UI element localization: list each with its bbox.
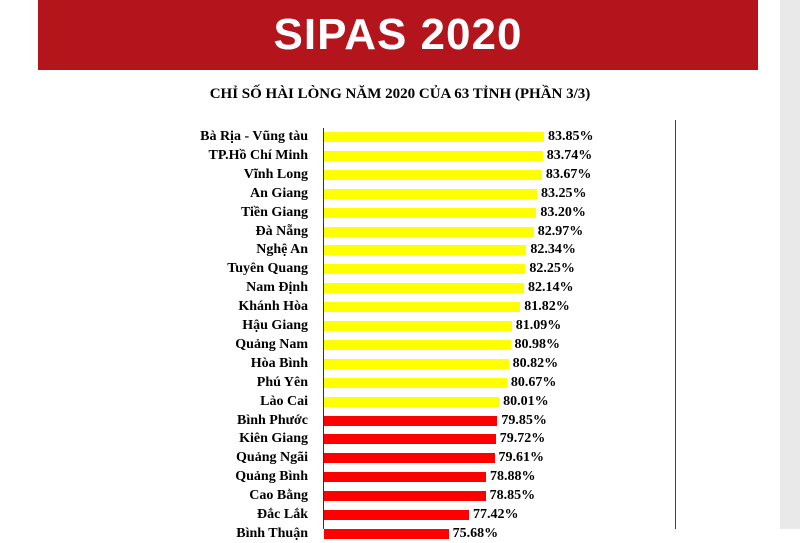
category-label: Nghệ An [256, 242, 308, 258]
bar [324, 321, 512, 331]
bar [324, 283, 525, 294]
category-label: Kiên Giang [239, 431, 308, 447]
category-label: Vĩnh Long [243, 166, 308, 182]
category-label: Bình Thuận [236, 525, 308, 541]
bar-row: Đà Nẵng 82.97% [0, 222, 800, 241]
bar-row: Đắc Lắk 77.42% [0, 505, 800, 524]
value-label: 80.67% [510, 374, 557, 390]
bar-row: Hòa Bình 80.82% [0, 354, 800, 373]
category-label: Đà Nẵng [255, 223, 308, 239]
value-label: 78.85% [489, 488, 536, 504]
category-label: Phú Yên [256, 374, 308, 390]
bar-row: Quảng Bình 78.88% [0, 467, 800, 486]
value-label: 83.85% [548, 129, 594, 144]
bar [324, 132, 544, 142]
value-label: 83.67% [545, 166, 592, 182]
bar [324, 150, 543, 161]
value-label: 79.61% [498, 450, 545, 466]
bar [324, 339, 511, 350]
category-label: Đắc Lắk [257, 507, 308, 522]
bar [324, 358, 509, 369]
bar [324, 491, 486, 502]
bar [324, 302, 521, 313]
bar [324, 188, 537, 199]
bar [324, 528, 449, 539]
category-label: Lào Cai [260, 393, 308, 409]
value-label: 82.34% [530, 242, 576, 258]
bar [324, 453, 495, 464]
value-label: 83.74% [546, 147, 593, 163]
value-label: 82.14% [528, 280, 574, 296]
category-label: Tiền Giang [240, 204, 308, 220]
bar-row: Tuyên Quang 82.25% [0, 259, 800, 278]
bar [324, 245, 527, 256]
page-edge [780, 0, 800, 529]
y-axis-line [323, 128, 324, 529]
category-label: Hòa Bình [250, 355, 308, 371]
category-label: An Giang [250, 185, 308, 201]
bar-row: Cao Bằng 78.85% [0, 486, 800, 505]
chart-title: CHỈ SỐ HÀI LÒNG NĂM 2020 CỦA 63 TỈNH (PH… [209, 86, 591, 102]
value-label: 82.97% [537, 223, 584, 239]
value-label: 79.85% [501, 412, 547, 428]
value-label: 83.25% [540, 185, 587, 201]
bar [324, 472, 486, 483]
bar [324, 415, 498, 426]
value-label: 78.88% [489, 469, 536, 485]
bar [324, 169, 542, 180]
bar-row: TP.Hồ Chí Minh 83.74% [0, 146, 800, 165]
bar-row: Tiền Giang 83.20% [0, 203, 800, 222]
bar-row: Nghệ An 82.34% [0, 240, 800, 259]
category-label: Quảng Ngãi [236, 450, 308, 466]
category-label: Quảng Nam [235, 336, 308, 352]
category-label: Quảng Bình [235, 469, 308, 485]
bar-row: Bà Rịa - Vũng tàu 83.85% [0, 127, 800, 146]
bar-row: Kiên Giang 79.72% [0, 429, 800, 448]
bar-row: Phú Yên 80.67% [0, 373, 800, 392]
bar [324, 434, 496, 445]
bar-row: Hậu Giang 81.09% [0, 316, 800, 335]
bar-row: Vĩnh Long 83.67% [0, 165, 800, 184]
value-label: 80.98% [514, 336, 561, 352]
category-label: Hậu Giang [242, 318, 308, 333]
value-label: 77.42% [472, 507, 519, 522]
category-label: Tuyên Quang [227, 261, 308, 277]
bar [324, 396, 500, 407]
category-label: TP.Hồ Chí Minh [208, 147, 308, 163]
value-label: 81.82% [524, 299, 570, 315]
bar-row: Lào Cai 80.01% [0, 392, 800, 411]
bar [324, 226, 534, 237]
bar-row: Quảng Ngãi 79.61% [0, 448, 800, 467]
bar [324, 377, 507, 388]
bar-row: Quảng Nam 80.98% [0, 335, 800, 354]
bar-row: Bình Phước 79.85% [0, 411, 800, 430]
value-label: 79.72% [499, 431, 546, 447]
category-label: Bà Rịa - Vũng tàu [200, 129, 308, 144]
category-label: Bình Phước [236, 412, 308, 428]
bar-row: Nam Định 82.14% [0, 278, 800, 297]
value-label: 75.68% [452, 525, 499, 541]
bar-row: Khánh Hòa 81.82% [0, 297, 800, 316]
bar [324, 510, 469, 520]
category-label: Khánh Hòa [238, 299, 308, 315]
value-label: 82.25% [529, 261, 575, 277]
value-label: 80.01% [503, 393, 549, 409]
bar-row: An Giang 83.25% [0, 184, 800, 203]
right-divider-line [675, 120, 676, 529]
banner-title: SIPAS 2020 [273, 10, 523, 59]
header-banner: SIPAS 2020 [38, 0, 758, 70]
value-label: 83.20% [540, 204, 586, 220]
value-label: 81.09% [515, 318, 562, 333]
bar [324, 207, 537, 218]
bar [324, 264, 526, 275]
bar-chart: Bà Rịa - Vũng tàu 83.85% TP.Hồ Chí Minh 83.… [0, 127, 800, 541]
category-label: Cao Bằng [249, 488, 308, 504]
value-label: 80.82% [512, 355, 559, 371]
bar-row: Bình Thuận 75.68% [0, 524, 800, 543]
category-label: Nam Định [246, 280, 308, 296]
